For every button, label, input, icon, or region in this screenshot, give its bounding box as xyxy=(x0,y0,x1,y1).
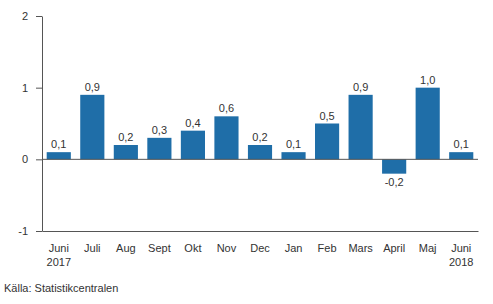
x-tick-label-line: Dec xyxy=(250,242,270,254)
data-label: 0,2 xyxy=(118,131,133,143)
x-tick-label-line: Sept xyxy=(148,242,171,254)
x-tick-label: Juli xyxy=(84,242,101,254)
bar xyxy=(114,145,138,159)
data-label: 0,5 xyxy=(319,110,334,122)
data-label: 0,1 xyxy=(51,138,66,150)
x-tick-label-line: Mars xyxy=(348,242,373,254)
x-axis-line xyxy=(43,231,479,232)
x-tick-label-line: April xyxy=(383,242,405,254)
bars xyxy=(47,88,474,174)
bar xyxy=(248,145,272,159)
x-tick-label: Sept xyxy=(148,242,171,254)
x-tick-label-line: Feb xyxy=(318,242,337,254)
bar xyxy=(181,131,205,160)
data-label: 0,6 xyxy=(219,102,234,114)
bar xyxy=(349,95,373,160)
x-tick-label-line: Juni xyxy=(451,242,471,254)
x-tick-label-line: Juli xyxy=(84,242,101,254)
x-tick: Dec xyxy=(250,231,270,254)
y-tick: 0 xyxy=(22,153,42,165)
x-tick-label: Maj xyxy=(419,242,437,254)
x-tick: Jan xyxy=(285,231,303,254)
x-tick-label-line: Okt xyxy=(184,242,201,254)
x-tick: April xyxy=(383,231,405,254)
x-tick-label-line: Maj xyxy=(419,242,437,254)
bar xyxy=(214,116,238,159)
data-label: 1,0 xyxy=(420,74,435,86)
x-tick-label: Aug xyxy=(116,242,136,254)
data-label: 0,1 xyxy=(286,138,301,150)
y-tick-label: 2 xyxy=(22,10,28,22)
y-tick: 2 xyxy=(22,10,42,22)
baseline xyxy=(42,159,478,160)
y-tick-mark xyxy=(36,231,42,232)
x-tick: Juli xyxy=(84,231,101,254)
x-tick-label: Okt xyxy=(184,242,201,254)
x-tick: Juni 2017 xyxy=(47,231,71,268)
x-tick-label: April xyxy=(383,242,405,254)
y-tick-mark xyxy=(36,159,42,160)
x-tick-label-line: 2017 xyxy=(47,256,71,268)
y-axis-line xyxy=(42,17,43,232)
x-tick-label: Juni 2018 xyxy=(449,242,473,268)
x-tick-label: Jan xyxy=(285,242,303,254)
x-tick-label-line: Aug xyxy=(116,242,136,254)
data-label: 0,3 xyxy=(152,124,167,136)
x-tick: Feb xyxy=(318,231,337,254)
x-tick: Maj xyxy=(419,231,437,254)
bar xyxy=(416,88,440,160)
chart: -1 0 1 2 Juni 2017 Juli Aug Sept Okt Nov Dec Jan Feb M… xyxy=(0,0,493,304)
x-tick: Okt xyxy=(184,231,201,254)
data-labels: 0,1 0,9 0,2 0,3 0,4 0,6 0,2 0,1 0,5 0,9 -0,2 1,0 0,1 xyxy=(51,74,469,188)
x-tick-label: Dec xyxy=(250,242,270,254)
x-tick: Nov xyxy=(217,231,237,254)
y-tick: -1 xyxy=(18,225,42,237)
y-tick-label: 1 xyxy=(22,82,28,94)
data-label: 0,1 xyxy=(454,138,469,150)
x-tick-label: Feb xyxy=(318,242,337,254)
bar xyxy=(281,152,305,159)
data-label: -0,2 xyxy=(385,176,404,188)
x-tick-label-line: Nov xyxy=(217,242,237,254)
bar xyxy=(382,159,406,173)
y-tick-mark xyxy=(36,88,42,89)
y-tick-label: -1 xyxy=(18,225,28,237)
bar xyxy=(47,152,71,159)
x-tick: Juni 2018 xyxy=(449,231,473,268)
bar xyxy=(449,152,473,159)
x-tick: Sept xyxy=(148,231,171,254)
y-tick-mark xyxy=(36,16,42,17)
x-tick-label: Nov xyxy=(217,242,237,254)
bar xyxy=(147,138,171,160)
x-tick-label-line: 2018 xyxy=(449,256,473,268)
x-tick-label: Mars xyxy=(348,242,373,254)
x-tick-label-line: Jan xyxy=(285,242,303,254)
data-label: 0,9 xyxy=(353,81,368,93)
bar xyxy=(80,95,104,160)
y-tick-label: 0 xyxy=(22,153,28,165)
x-tick-label: Juni 2017 xyxy=(47,242,71,268)
y-axis: -1 0 1 2 xyxy=(18,10,42,237)
bar xyxy=(315,124,339,160)
x-tick-label-line: Juni xyxy=(49,242,69,254)
x-tick: Aug xyxy=(116,231,136,254)
source-note: Källa: Statistikcentralen xyxy=(4,282,118,294)
x-axis: Juni 2017 Juli Aug Sept Okt Nov Dec Jan Feb Mars Ap… xyxy=(43,231,479,268)
x-tick: Mars xyxy=(348,231,373,254)
data-label: 0,4 xyxy=(185,117,200,129)
data-label: 0,2 xyxy=(252,131,267,143)
data-label: 0,9 xyxy=(85,81,100,93)
y-tick: 1 xyxy=(22,82,42,94)
